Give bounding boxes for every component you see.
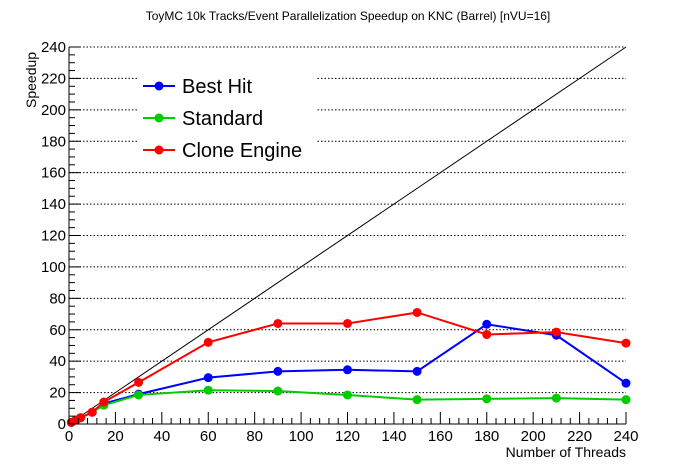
x-tick-label-8: 160 bbox=[428, 428, 453, 445]
y-axis: 0 20 40 60 80 100 120 140 160 180 200 220 240 bbox=[41, 39, 81, 433]
data-point-clone-engine-6 bbox=[203, 337, 213, 347]
x-axis: 0 20 40 60 80 100 120 140 160 180 200 220 240 bbox=[65, 412, 639, 445]
data-point-clone-engine-10 bbox=[482, 329, 492, 339]
data-point-clone-engine-11 bbox=[551, 327, 561, 337]
x-tick-label-10: 200 bbox=[521, 428, 546, 445]
data-point-best-hit-7 bbox=[273, 366, 283, 376]
data-point-best-hit-8 bbox=[343, 365, 352, 375]
data-point-clone-engine-4 bbox=[99, 397, 109, 407]
series-best-hit bbox=[66, 319, 631, 427]
data-point-standard-8 bbox=[343, 390, 352, 400]
y-tick-label-1: 20 bbox=[49, 385, 66, 402]
y-tick-label-11: 220 bbox=[41, 70, 66, 87]
data-point-standard-9 bbox=[412, 395, 422, 405]
x-tick-label-7: 140 bbox=[381, 428, 406, 445]
legend: Best Hit Standard Clone Engine bbox=[138, 70, 316, 166]
y-tick-label-9: 180 bbox=[41, 133, 66, 150]
data-point-best-hit-10 bbox=[482, 319, 492, 329]
data-point-clone-engine-7 bbox=[273, 318, 283, 328]
data-point-standard-7 bbox=[273, 386, 283, 396]
y-tick-label-5: 100 bbox=[41, 259, 66, 276]
y-tick-label-12: 240 bbox=[41, 39, 66, 56]
chart-title: ToyMC 10k Tracks/Event Parallelization S… bbox=[146, 9, 551, 23]
legend-label-best-hit: Best Hit bbox=[182, 76, 252, 98]
series-layer bbox=[66, 307, 631, 427]
legend-label-clone-engine: Clone Engine bbox=[182, 140, 302, 162]
y-tick-label-0: 0 bbox=[58, 416, 66, 433]
x-tick-label-4: 80 bbox=[246, 428, 263, 445]
y-tick-label-4: 80 bbox=[49, 290, 66, 307]
data-point-standard-12 bbox=[621, 395, 631, 405]
data-point-clone-engine-5 bbox=[134, 377, 144, 387]
data-point-best-hit-12 bbox=[621, 378, 631, 388]
data-point-standard-5 bbox=[134, 390, 144, 400]
data-point-clone-engine-3 bbox=[87, 407, 97, 417]
data-point-standard-10 bbox=[482, 394, 492, 404]
data-point-clone-engine-9 bbox=[412, 307, 422, 317]
y-tick-label-7: 140 bbox=[41, 196, 66, 213]
x-tick-label-5: 100 bbox=[289, 428, 314, 445]
legend-marker-clone-engine bbox=[154, 145, 164, 155]
x-tick-label-3: 60 bbox=[200, 428, 217, 445]
data-point-standard-6 bbox=[203, 385, 213, 395]
legend-marker-best-hit bbox=[154, 81, 164, 91]
y-tick-label-8: 160 bbox=[41, 165, 66, 182]
y-tick-label-3: 60 bbox=[49, 322, 66, 339]
reference-diagonal-line bbox=[68, 46, 627, 425]
x-axis-title: Number of Threads bbox=[506, 444, 626, 460]
data-point-clone-engine-12 bbox=[621, 338, 631, 348]
y-tick-label-6: 120 bbox=[41, 228, 66, 245]
x-tick-label-2: 40 bbox=[153, 428, 170, 445]
x-tick-label-12: 240 bbox=[613, 428, 638, 445]
data-point-clone-engine-8 bbox=[343, 318, 352, 328]
data-point-best-hit-9 bbox=[412, 366, 422, 376]
x-tick-label-11: 220 bbox=[567, 428, 592, 445]
x-tick-label-0: 0 bbox=[65, 428, 73, 445]
x-tick-label-6: 120 bbox=[335, 428, 360, 445]
legend-marker-standard bbox=[154, 113, 164, 123]
y-tick-label-2: 40 bbox=[49, 353, 66, 370]
data-point-best-hit-6 bbox=[203, 373, 213, 383]
x-tick-label-1: 20 bbox=[107, 428, 124, 445]
data-point-clone-engine-2 bbox=[76, 413, 86, 423]
y-axis-title: Speedup bbox=[23, 52, 39, 108]
y-tick-label-10: 200 bbox=[41, 102, 66, 119]
data-point-standard-11 bbox=[551, 393, 561, 403]
x-tick-label-9: 180 bbox=[474, 428, 499, 445]
legend-label-standard: Standard bbox=[182, 108, 263, 130]
